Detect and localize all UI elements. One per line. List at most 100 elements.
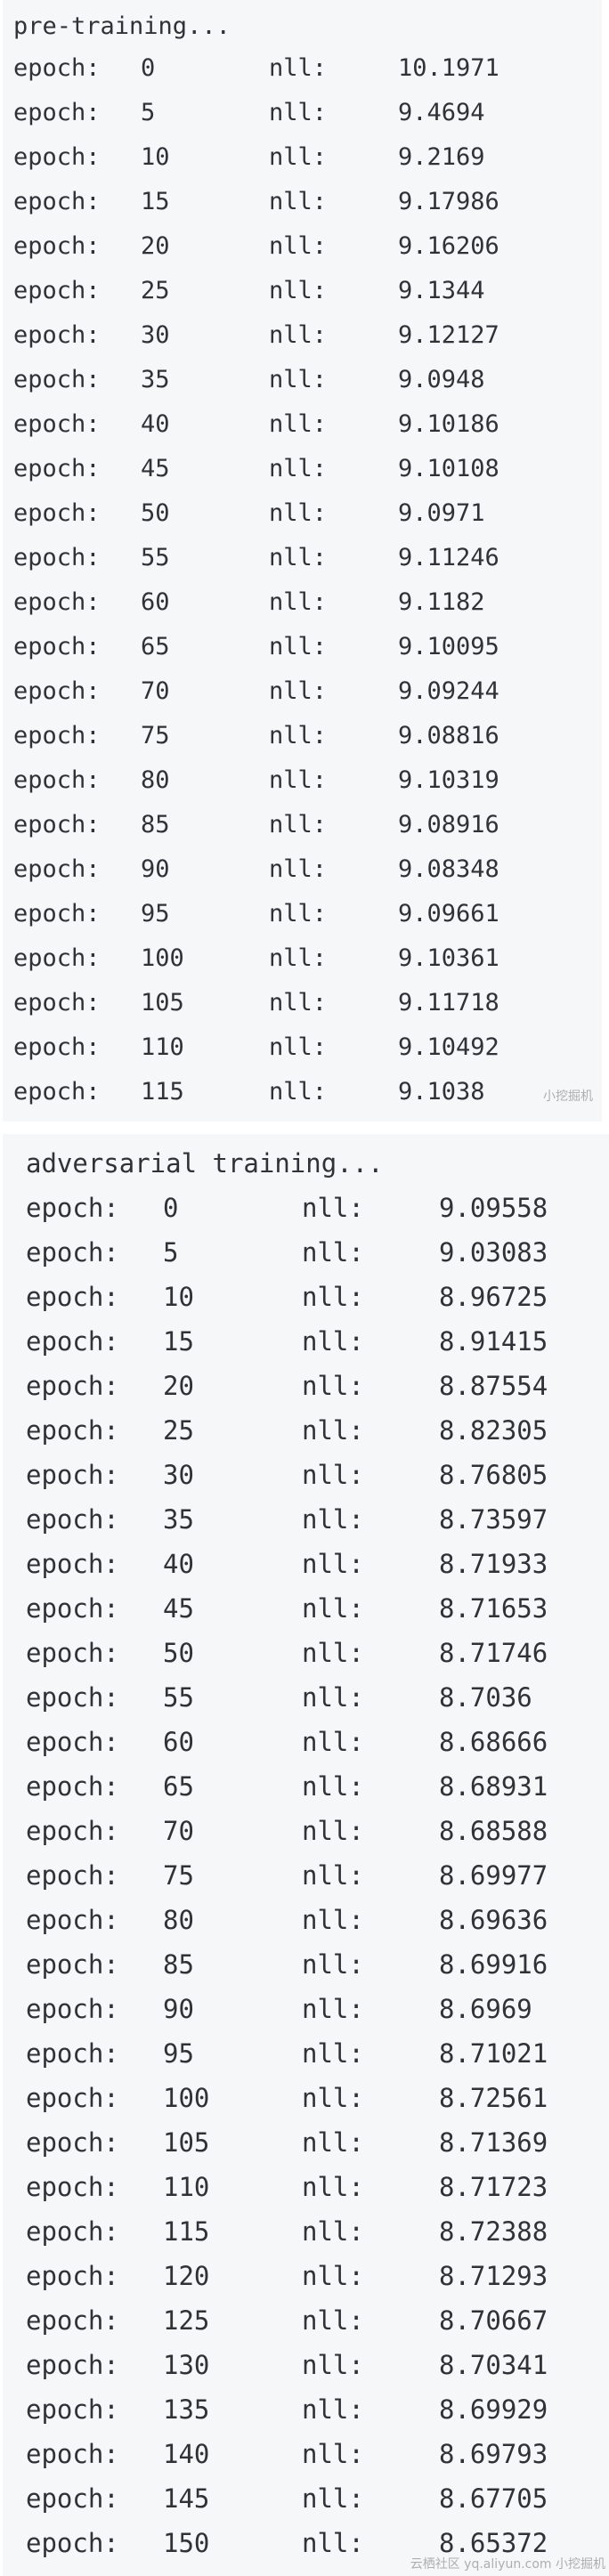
epoch-value: 40 (141, 410, 170, 438)
epoch-label: epoch: (26, 2350, 119, 2380)
nll-label: nll: (269, 989, 328, 1017)
nll-value: 8.73597 (439, 1504, 548, 1535)
nll-value: 9.10095 (398, 633, 499, 660)
epoch-value: 85 (163, 1949, 194, 1980)
nll-value: 8.68666 (439, 1727, 548, 1757)
nll-value: 8.71293 (439, 2261, 548, 2291)
epoch-value: 70 (163, 1816, 194, 1846)
log-row: epoch: 75 nll: 8.69977 (3, 1853, 609, 1898)
epoch-label: epoch: (26, 2528, 119, 2558)
log-row: epoch: 115 nll: 9.1038 (3, 1070, 602, 1114)
log-row: epoch: 70 nll: 8.68588 (3, 1809, 609, 1853)
nll-label: nll: (302, 1460, 364, 1490)
epoch-value: 75 (163, 1860, 194, 1891)
epoch-label: epoch: (26, 1415, 119, 1446)
epoch-value: 65 (163, 1771, 194, 1802)
nll-label: nll: (269, 811, 328, 838)
epoch-value: 5 (163, 1237, 179, 1268)
epoch-label: epoch: (26, 1949, 119, 1980)
log-row: epoch: 25 nll: 9.1344 (3, 269, 602, 313)
nll-value: 9.09244 (398, 677, 499, 705)
log-row: epoch: 55 nll: 8.7036 (3, 1675, 609, 1720)
log-row: epoch: 45 nll: 9.10108 (3, 447, 602, 491)
nll-label: nll: (269, 499, 328, 527)
nll-label: nll: (302, 2528, 364, 2558)
epoch-value: 50 (141, 499, 170, 527)
epoch-label: epoch: (26, 1727, 119, 1757)
nll-value: 8.71723 (439, 2172, 548, 2202)
nll-label: nll: (269, 410, 328, 438)
log-row: epoch: 30 nll: 9.12127 (3, 313, 602, 358)
epoch-label: epoch: (26, 2172, 119, 2202)
adversarial-title-line: adversarial training... (3, 1141, 609, 1186)
nll-value: 9.1182 (398, 588, 485, 616)
nll-value: 8.72388 (439, 2216, 548, 2247)
pretraining-title-line: pre-training... (3, 4, 602, 49)
epoch-value: 60 (141, 588, 170, 616)
log-row: epoch: 35 nll: 9.0948 (3, 358, 602, 402)
nll-value: 9.4694 (398, 99, 485, 126)
epoch-value: 90 (163, 1994, 194, 2024)
epoch-label: epoch: (13, 900, 101, 928)
log-row: epoch: 5 nll: 9.4694 (3, 91, 602, 135)
nll-label: nll: (269, 722, 328, 749)
epoch-value: 115 (163, 2216, 210, 2247)
nll-value: 8.67705 (439, 2483, 548, 2514)
log-row: epoch: 35 nll: 8.73597 (3, 1497, 609, 1542)
log-row: epoch: 20 nll: 9.16206 (3, 224, 602, 269)
nll-label: nll: (302, 2038, 364, 2069)
nll-value: 8.69977 (439, 1860, 548, 1891)
log-row: epoch: 140 nll: 8.69793 (3, 2432, 609, 2476)
log-row: epoch: 20 nll: 8.87554 (3, 1364, 609, 1408)
epoch-value: 100 (141, 944, 184, 972)
epoch-value: 110 (141, 1033, 184, 1061)
log-row: epoch: 120 nll: 8.71293 (3, 2254, 609, 2298)
epoch-label: epoch: (13, 677, 101, 705)
epoch-label: epoch: (13, 1033, 101, 1061)
nll-label: nll: (302, 1326, 364, 1357)
nll-value: 8.65372 (439, 2528, 548, 2558)
log-row: epoch: 60 nll: 8.68666 (3, 1720, 609, 1764)
epoch-label: epoch: (26, 2483, 119, 2514)
nll-value: 8.69793 (439, 2439, 548, 2469)
epoch-value: 55 (141, 544, 170, 571)
nll-label: nll: (269, 588, 328, 616)
epoch-label: epoch: (13, 499, 101, 527)
nll-label: nll: (302, 1771, 364, 1802)
epoch-label: epoch: (26, 2439, 119, 2469)
nll-label: nll: (269, 99, 328, 126)
epoch-value: 60 (163, 1727, 194, 1757)
nll-label: nll: (269, 277, 328, 304)
log-row: epoch: 85 nll: 9.08916 (3, 803, 602, 847)
nll-value: 8.70341 (439, 2350, 548, 2380)
epoch-label: epoch: (26, 1193, 119, 1223)
nll-value: 8.6969 (439, 1994, 532, 2024)
epoch-label: epoch: (26, 2038, 119, 2069)
nll-label: nll: (302, 2483, 364, 2514)
epoch-value: 145 (163, 2483, 210, 2514)
nll-value: 8.87554 (439, 1371, 548, 1401)
epoch-value: 130 (163, 2350, 210, 2380)
nll-value: 9.10186 (398, 410, 499, 438)
epoch-value: 10 (141, 143, 170, 171)
nll-label: nll: (269, 633, 328, 660)
epoch-value: 10 (163, 1282, 194, 1312)
epoch-value: 90 (141, 855, 170, 883)
log-row: epoch: 110 nll: 8.71723 (3, 2165, 609, 2209)
nll-label: nll: (302, 1994, 364, 2024)
epoch-value: 20 (141, 232, 170, 260)
epoch-label: epoch: (26, 1326, 119, 1357)
epoch-label: epoch: (13, 188, 101, 215)
nll-label: nll: (269, 544, 328, 571)
nll-label: nll: (302, 1415, 364, 1446)
nll-label: nll: (302, 2261, 364, 2291)
nll-value: 9.11246 (398, 544, 499, 571)
watermark: 云栖社区 yq.aliyun.com 小挖掘机 (410, 2557, 605, 2572)
nll-label: nll: (269, 855, 328, 883)
log-row: epoch: 90 nll: 8.6969 (3, 1987, 609, 2031)
epoch-value: 140 (163, 2439, 210, 2469)
nll-value: 9.10108 (398, 455, 499, 482)
nll-value: 8.71746 (439, 1638, 548, 1668)
nll-label: nll: (302, 2083, 364, 2113)
epoch-label: epoch: (26, 2083, 119, 2113)
